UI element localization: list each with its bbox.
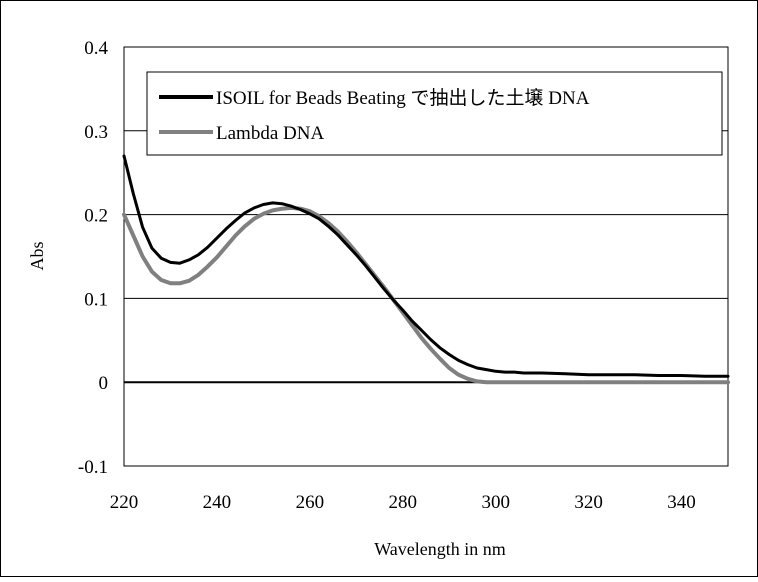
y-tick-label: 0 bbox=[99, 373, 109, 394]
series-line-1 bbox=[122, 154, 730, 378]
y-axis-title: Abs bbox=[27, 241, 47, 270]
x-tick-label: 220 bbox=[110, 492, 139, 513]
legend-label-series-2: Lambda DNA bbox=[216, 123, 324, 144]
legend-box bbox=[146, 71, 723, 156]
x-tick-label: 280 bbox=[389, 492, 418, 513]
y-tick-label: 0.4 bbox=[84, 38, 108, 59]
x-tick-label: 260 bbox=[296, 492, 325, 513]
y-tick-labels: -0.1 0 0.1 0.2 0.3 0.4 bbox=[78, 38, 109, 478]
legend-label-series-1: ISOIL for Beads Beating で抽出した土壌 DNA bbox=[216, 87, 590, 109]
y-tick-label: 0.1 bbox=[84, 289, 108, 310]
y-tick-label: 0.2 bbox=[84, 206, 108, 227]
x-tick-label: 240 bbox=[203, 492, 232, 513]
x-tick-labels: 220 240 260 280 300 320 340 bbox=[110, 492, 696, 513]
x-axis-title: Wavelength in nm bbox=[374, 539, 506, 559]
legend: ISOIL for Beads Beating で抽出した土壌 DNA Lamb… bbox=[146, 71, 723, 156]
series-lines bbox=[122, 154, 730, 385]
x-tick-label: 320 bbox=[574, 492, 603, 513]
y-tick-label: 0.3 bbox=[84, 122, 108, 143]
y-tick-label: -0.1 bbox=[78, 457, 108, 478]
x-tick-label: 300 bbox=[481, 492, 510, 513]
x-tick-label: 340 bbox=[667, 492, 696, 513]
